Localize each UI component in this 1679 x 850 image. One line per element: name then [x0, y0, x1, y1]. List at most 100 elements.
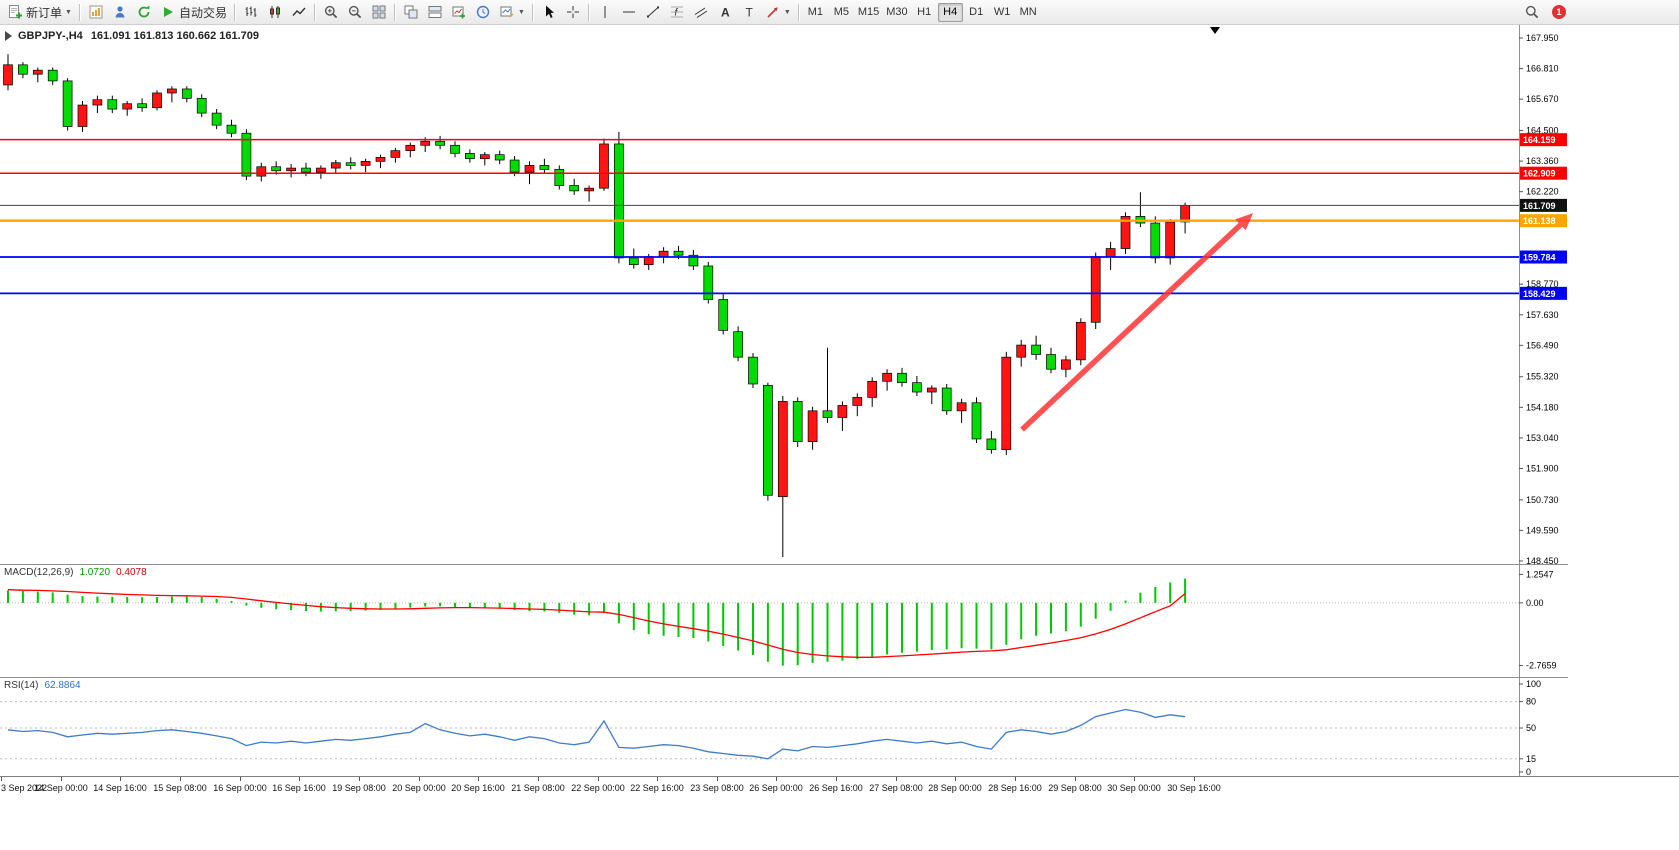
- market-watch-button[interactable]: [84, 2, 108, 23]
- bull-candle: [1090, 256, 1101, 323]
- chart-shift-marker[interactable]: [1210, 27, 1220, 34]
- timeframe-button-mn[interactable]: MN: [1019, 6, 1037, 18]
- timeframe-button-h4[interactable]: H4: [937, 2, 963, 22]
- bear-candle: [301, 167, 311, 173]
- bear-candle: [554, 169, 565, 186]
- time-label: 22 Sep 16:00: [630, 783, 684, 793]
- time-label: 28 Sep 00:00: [928, 783, 982, 793]
- timeframe-button-m1[interactable]: M1: [807, 6, 823, 18]
- trendline-button[interactable]: [641, 2, 665, 23]
- bear-candle: [1150, 222, 1161, 259]
- new-chart-button[interactable]: [447, 2, 471, 23]
- trend-arrow-head[interactable]: [1235, 213, 1253, 231]
- cursor-button[interactable]: [537, 2, 561, 23]
- crosshair-button[interactable]: [561, 2, 585, 23]
- horizontal-line-button[interactable]: [617, 2, 641, 23]
- zoom-out-button[interactable]: [343, 2, 367, 23]
- time-label: 27 Sep 08:00: [869, 783, 923, 793]
- bull-candle: [956, 402, 967, 412]
- bull-candle: [316, 167, 326, 173]
- timeframe-button-m30[interactable]: M30: [886, 6, 908, 18]
- bull-candle: [360, 161, 371, 166]
- timeframe-button-h1[interactable]: H1: [917, 6, 932, 18]
- bull-candle: [122, 103, 133, 110]
- fibonacci-button[interactable]: f: [665, 2, 689, 23]
- price-axis-label: 150.730: [1526, 495, 1559, 505]
- channel-button[interactable]: [689, 2, 713, 23]
- bull-candle: [479, 154, 490, 160]
- bull-candle: [807, 410, 818, 442]
- bar-chart-button[interactable]: [239, 2, 263, 23]
- bear-candle: [494, 154, 505, 161]
- template-button[interactable]: ▼: [495, 2, 529, 23]
- bear-candle: [614, 143, 624, 259]
- tile-horizontal-button[interactable]: [423, 2, 447, 23]
- search-button[interactable]: [1520, 2, 1544, 23]
- macd-value-signal: 0.4078: [116, 567, 147, 578]
- timeframe-button-m5[interactable]: M5: [833, 6, 849, 18]
- cascade-windows-button[interactable]: [399, 2, 423, 23]
- time-tick: [120, 777, 121, 781]
- arrows-icon: [767, 7, 778, 18]
- time-tick: [1194, 777, 1195, 781]
- arrows-button[interactable]: ▼: [761, 2, 795, 23]
- bear-candle: [181, 88, 192, 99]
- price-axis-label: 158.770: [1526, 279, 1559, 289]
- vertical-line-button[interactable]: [593, 2, 617, 23]
- bull-candle: [584, 187, 594, 192]
- bear-candle: [435, 140, 445, 146]
- time-label: 30 Sep 00:00: [1107, 783, 1161, 793]
- timeframe-button-m15[interactable]: M15: [857, 6, 880, 18]
- quote-ohlc-values: 161.091 161.813 160.662 161.709: [90, 30, 260, 42]
- one-click-trading-toggle[interactable]: [5, 31, 12, 41]
- time-tick: [1, 777, 2, 781]
- bull-candle: [882, 372, 892, 382]
- chevron-down-icon: ▼: [65, 8, 72, 16]
- bear-candle: [897, 372, 907, 383]
- price-axis-label: 149.590: [1526, 525, 1559, 535]
- template-icon: [500, 6, 514, 18]
- bull-candle: [330, 162, 341, 169]
- bear-candle: [107, 99, 118, 110]
- bar-chart-icon: [245, 6, 257, 17]
- new-order-button[interactable]: 新订单 ▼: [3, 2, 76, 23]
- zoom-in-button[interactable]: [319, 2, 343, 23]
- price-axis-label: 154.180: [1526, 402, 1559, 412]
- navigator-icon: [115, 6, 125, 18]
- auto-trading-button[interactable]: 自动交易: [156, 2, 231, 23]
- price-tag-pivot-orange-text: 161.138: [1523, 216, 1556, 226]
- bull-candle: [599, 143, 609, 189]
- bear-candle: [971, 402, 982, 440]
- bull-candle: [852, 397, 863, 406]
- chevron-down-icon: ▼: [783, 8, 791, 16]
- rsi-axis-label: 50: [1526, 723, 1536, 733]
- time-label: 26 Sep 16:00: [809, 783, 863, 793]
- label-button[interactable]: T: [737, 2, 761, 23]
- price-axis-label: 167.950: [1526, 33, 1559, 43]
- bull-candle: [1165, 221, 1176, 259]
- navigator-button[interactable]: [108, 2, 132, 23]
- notification-badge[interactable]: 1: [1552, 5, 1566, 19]
- svg-text:T: T: [745, 6, 753, 20]
- bear-candle: [196, 97, 207, 114]
- tile-windows-button[interactable]: [367, 2, 391, 23]
- line-chart-button[interactable]: [287, 2, 311, 23]
- refresh-button[interactable]: [132, 2, 156, 23]
- time-tick: [478, 777, 479, 781]
- time-axis[interactable]: 3 Sep 2022 14 Sep 00:00 14 Sep 16:00 15 Sep…: [0, 776, 1679, 801]
- time-tick: [299, 777, 300, 781]
- timeframe-button-d1[interactable]: D1: [969, 6, 984, 18]
- time-tick: [180, 777, 181, 781]
- clock-button[interactable]: [471, 2, 495, 23]
- trend-arrow-shaft[interactable]: [1020, 222, 1243, 432]
- text-button[interactable]: A: [713, 2, 737, 23]
- bear-candle: [271, 166, 282, 172]
- timeframe-button-w1[interactable]: W1: [993, 6, 1011, 18]
- bull-candle: [77, 104, 88, 127]
- rsi-axis-label: 100: [1526, 679, 1541, 689]
- time-label: 15 Sep 08:00: [153, 783, 207, 793]
- bear-candle: [241, 132, 252, 177]
- price-axis[interactable]: [1520, 25, 1569, 776]
- candlestick-chart-button[interactable]: [263, 2, 287, 23]
- bull-candle: [3, 64, 13, 86]
